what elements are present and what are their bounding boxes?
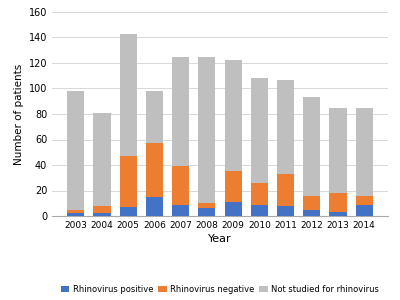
Bar — [120, 207, 137, 216]
Bar — [251, 78, 268, 183]
Bar — [172, 166, 189, 205]
Bar — [172, 57, 189, 166]
Bar — [198, 208, 216, 216]
Bar — [198, 203, 216, 208]
Legend: Rhinovirus positive, Rhinovirus negative, Not studied for rhinovirus: Rhinovirus positive, Rhinovirus negative… — [58, 281, 382, 297]
Bar — [172, 205, 189, 216]
Bar — [67, 91, 84, 210]
Bar — [146, 143, 163, 197]
Bar — [224, 202, 242, 216]
Bar — [330, 212, 346, 216]
Bar — [303, 210, 320, 216]
Bar — [94, 214, 110, 216]
Bar — [224, 171, 242, 202]
Bar — [67, 214, 84, 216]
Bar — [94, 206, 110, 214]
Bar — [94, 113, 110, 206]
Bar — [356, 196, 373, 205]
Bar — [251, 183, 268, 205]
Bar — [198, 57, 216, 203]
Bar — [356, 108, 373, 196]
Bar — [330, 108, 346, 193]
Bar — [120, 156, 137, 207]
Bar — [303, 196, 320, 210]
Y-axis label: Number of patients: Number of patients — [14, 63, 24, 165]
Bar — [251, 205, 268, 216]
Bar — [224, 60, 242, 171]
X-axis label: Year: Year — [208, 234, 232, 244]
Bar — [277, 80, 294, 174]
Bar — [303, 98, 320, 196]
Bar — [356, 205, 373, 216]
Bar — [277, 206, 294, 216]
Bar — [277, 174, 294, 206]
Bar — [330, 193, 346, 212]
Bar — [146, 91, 163, 143]
Bar — [67, 210, 84, 214]
Bar — [120, 34, 137, 156]
Bar — [146, 197, 163, 216]
